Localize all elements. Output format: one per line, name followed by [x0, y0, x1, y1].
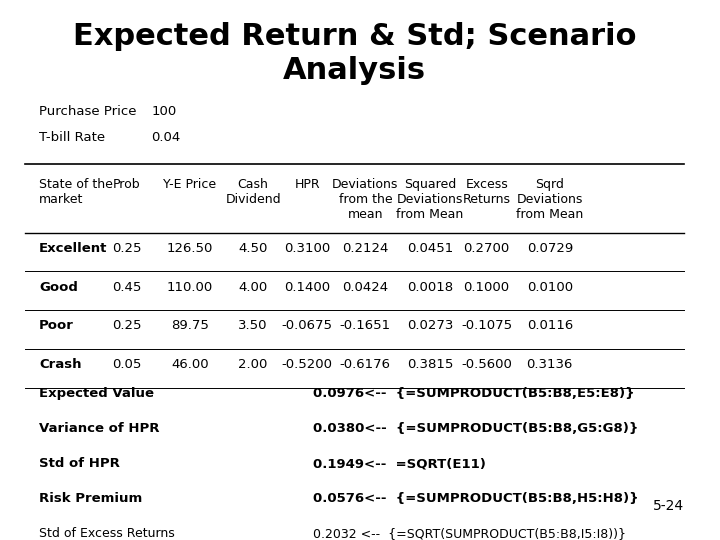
Text: 0.0451: 0.0451 — [407, 242, 453, 255]
Text: 0.0100: 0.0100 — [527, 281, 573, 294]
Text: Excess
Returns: Excess Returns — [463, 178, 510, 206]
Text: 4.00: 4.00 — [238, 281, 268, 294]
Text: 46.00: 46.00 — [171, 358, 209, 371]
Text: Deviations
from the
mean: Deviations from the mean — [332, 178, 398, 221]
Text: 0.25: 0.25 — [112, 242, 142, 255]
Text: 0.45: 0.45 — [112, 281, 142, 294]
Text: 0.3815: 0.3815 — [407, 358, 453, 371]
Text: 0.3136: 0.3136 — [526, 358, 573, 371]
Text: -0.6176: -0.6176 — [340, 358, 391, 371]
Text: 0.2032 <--  {=SQRT(SUMPRODUCT(B5:B8,I5:I8))}: 0.2032 <-- {=SQRT(SUMPRODUCT(B5:B8,I5:I8… — [312, 528, 626, 540]
Text: -0.5600: -0.5600 — [462, 358, 512, 371]
Text: 0.0576<--  {=SUMPRODUCT(B5:B8,H5:H8)}: 0.0576<-- {=SUMPRODUCT(B5:B8,H5:H8)} — [312, 492, 639, 505]
Text: Prob: Prob — [113, 178, 140, 191]
Text: -0.5200: -0.5200 — [282, 358, 333, 371]
Text: 0.0380<--  {=SUMPRODUCT(B5:B8,G5:G8)}: 0.0380<-- {=SUMPRODUCT(B5:B8,G5:G8)} — [312, 422, 638, 435]
Text: 0.0424: 0.0424 — [342, 281, 388, 294]
Text: 0.0116: 0.0116 — [526, 320, 573, 333]
Text: 3.50: 3.50 — [238, 320, 268, 333]
Text: -0.1075: -0.1075 — [461, 320, 512, 333]
Text: HPR: HPR — [294, 178, 320, 191]
Text: Purchase Price: Purchase Price — [39, 105, 137, 118]
Text: State of the
market: State of the market — [39, 178, 113, 206]
Text: Y-E Price: Y-E Price — [163, 178, 217, 191]
Text: -0.1651: -0.1651 — [340, 320, 391, 333]
Text: -0.0675: -0.0675 — [282, 320, 333, 333]
Text: 126.50: 126.50 — [167, 242, 213, 255]
Text: 2.00: 2.00 — [238, 358, 268, 371]
Text: T-bill Rate: T-bill Rate — [39, 131, 105, 144]
Text: Sqrd
Deviations
from Mean: Sqrd Deviations from Mean — [516, 178, 583, 221]
Text: 0.2700: 0.2700 — [464, 242, 510, 255]
Text: 0.1000: 0.1000 — [464, 281, 510, 294]
Text: Poor: Poor — [39, 320, 74, 333]
Text: Expected Value: Expected Value — [39, 387, 154, 400]
Text: Cash
Dividend: Cash Dividend — [225, 178, 281, 206]
Text: 0.0273: 0.0273 — [407, 320, 453, 333]
Text: Risk Premium: Risk Premium — [39, 492, 143, 505]
Text: 0.04: 0.04 — [151, 131, 181, 144]
Text: 89.75: 89.75 — [171, 320, 209, 333]
Text: 110.00: 110.00 — [167, 281, 213, 294]
Text: Std of HPR: Std of HPR — [39, 457, 120, 470]
Text: 0.05: 0.05 — [112, 358, 142, 371]
Text: 0.1949<--  =SQRT(E11): 0.1949<-- =SQRT(E11) — [312, 457, 485, 470]
Text: Std of Excess Returns: Std of Excess Returns — [39, 528, 175, 540]
Text: 4.50: 4.50 — [238, 242, 268, 255]
Text: 100: 100 — [151, 105, 176, 118]
Text: 0.25: 0.25 — [112, 320, 142, 333]
Text: Excellent: Excellent — [39, 242, 107, 255]
Text: 0.0018: 0.0018 — [407, 281, 453, 294]
Text: Crash: Crash — [39, 358, 81, 371]
Text: Good: Good — [39, 281, 78, 294]
Text: 0.2124: 0.2124 — [342, 242, 389, 255]
Text: Squared
Deviations
from Mean: Squared Deviations from Mean — [396, 178, 464, 221]
Text: 0.3100: 0.3100 — [284, 242, 330, 255]
Text: 0.0729: 0.0729 — [526, 242, 573, 255]
Text: Variance of HPR: Variance of HPR — [39, 422, 160, 435]
Text: 5-24: 5-24 — [653, 500, 685, 514]
Text: 0.0976<--  {=SUMPRODUCT(B5:B8,E5:E8)}: 0.0976<-- {=SUMPRODUCT(B5:B8,E5:E8)} — [312, 387, 634, 400]
Text: 0.1400: 0.1400 — [284, 281, 330, 294]
Text: Expected Return & Std; Scenario
Analysis: Expected Return & Std; Scenario Analysis — [73, 22, 636, 85]
